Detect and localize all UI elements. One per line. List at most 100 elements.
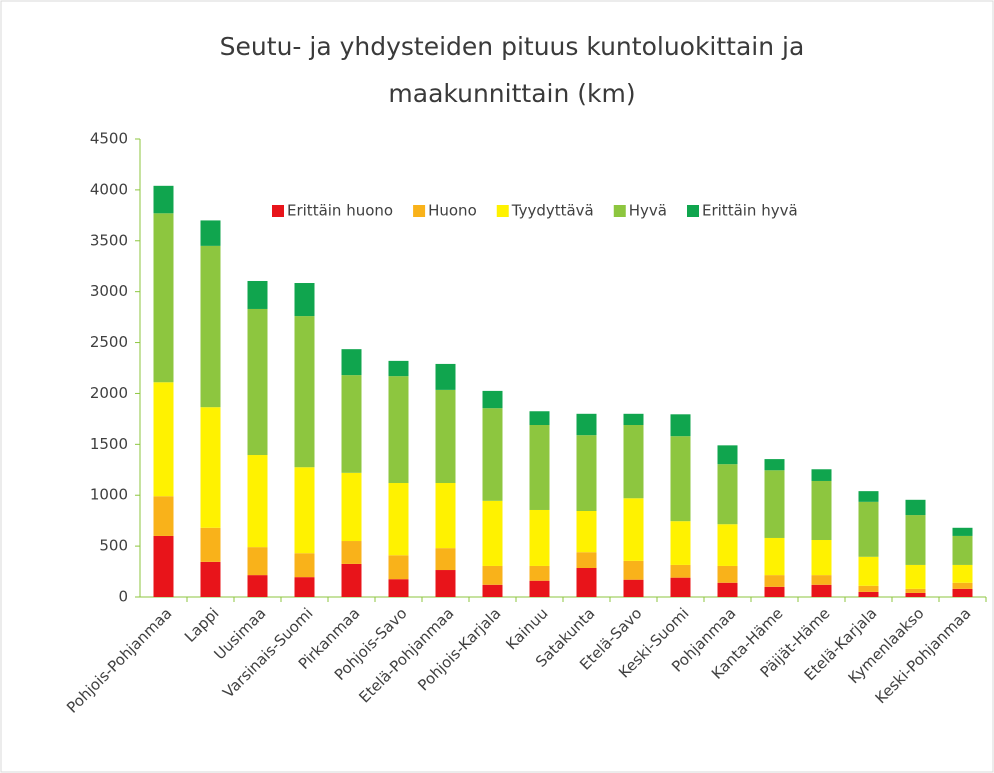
bar-segment [952,582,973,589]
legend-swatch [613,205,626,217]
y-tick-label: 4000 [90,180,128,198]
y-tick-label: 3000 [90,282,128,300]
bar-segment [529,580,550,597]
bar-segment [952,564,973,583]
bar-segment [576,552,597,568]
bar-segment [811,584,832,597]
bar-segment [247,308,268,456]
y-tick-label: 1000 [90,486,128,504]
bar-segment [717,565,738,583]
bar-segment [153,535,174,597]
bar-segment [905,588,926,593]
bar-segment [811,480,832,541]
bar-segment [858,585,879,592]
y-tick-label: 0 [118,588,128,606]
bar-segment [435,389,456,484]
bar-segment [529,424,550,510]
bar-segment [811,575,832,585]
bar-segment [294,283,315,317]
bar-segment [341,541,362,564]
bar-segment [529,411,550,425]
bar-segment [200,220,221,246]
bar-segment [952,588,973,597]
bar-segment [341,349,362,376]
bar-segment [247,280,268,309]
bar-segment [811,469,832,481]
legend-swatch [413,205,426,217]
bar-segment [200,561,221,597]
bar-segment [482,565,503,585]
bar-segment [482,390,503,409]
bar-segment [294,316,315,468]
bar-segment [905,564,926,589]
bar-segment [341,563,362,597]
bar-segment [717,464,738,525]
bar-segment [576,510,597,553]
bar-segment [294,467,315,554]
y-tick-label: 2500 [90,333,128,351]
bar-segment [388,360,409,377]
chart-title: Seutu- ja yhdysteiden pituus kuntoluokit… [220,32,805,61]
bar-segment [623,424,644,499]
bar-segment [341,375,362,473]
bar-segment [482,584,503,597]
bar-segment [482,408,503,501]
bar-segment [435,548,456,571]
bar-segment [153,382,174,497]
bar-segment [905,499,926,516]
bar-segment [858,556,879,586]
bar-segment [388,579,409,597]
legend-label: Hyvä [629,202,667,220]
bar-segment [247,547,268,576]
bar-segment [576,567,597,597]
bar-segment [858,491,879,502]
bar-segment [294,577,315,597]
legend-label: Erittäin hyvä [702,202,798,220]
bar-segment [717,582,738,597]
y-tick-label: 2000 [90,384,128,402]
bar-segment [341,472,362,542]
bar-segment [623,560,644,580]
bar-segment [670,521,691,565]
y-tick-label: 500 [99,537,128,555]
bar-segment [529,565,550,581]
bar-segment [952,527,973,536]
chart-title: maakunnittain (km) [388,79,635,108]
bar-segment [717,445,738,465]
bar-segment [623,579,644,597]
bar-segment [153,496,174,536]
bar-segment [435,483,456,549]
bar-segment [388,376,409,484]
bar-segment [247,455,268,548]
bar-segment [670,564,691,578]
bar-segment [858,591,879,597]
bar-segment [764,586,785,597]
bar-segment [905,515,926,565]
bar-segment [764,459,785,471]
bar-segment [623,413,644,425]
bar-segment [952,535,973,565]
bar-segment [388,555,409,580]
bar-segment [200,245,221,408]
bar-segment [576,435,597,511]
bar-segment [200,527,221,562]
legend-label: Tyydyttävä [511,202,594,220]
legend-label: Erittäin huono [287,202,393,220]
bar-segment [435,363,456,390]
legend-label: Huono [428,202,477,220]
bar-segment [153,213,174,383]
bar-segment [670,414,691,437]
bar-segment [764,537,785,576]
legend-swatch [496,205,509,217]
y-tick-label: 1500 [90,435,128,453]
bar-segment [482,500,503,566]
bar-segment [623,498,644,561]
bar-segment [153,185,174,214]
legend-swatch [687,205,699,217]
y-tick-label: 3500 [90,231,128,249]
bar-segment [670,436,691,522]
bar-segment [247,575,268,597]
y-tick-label: 4500 [90,130,128,148]
